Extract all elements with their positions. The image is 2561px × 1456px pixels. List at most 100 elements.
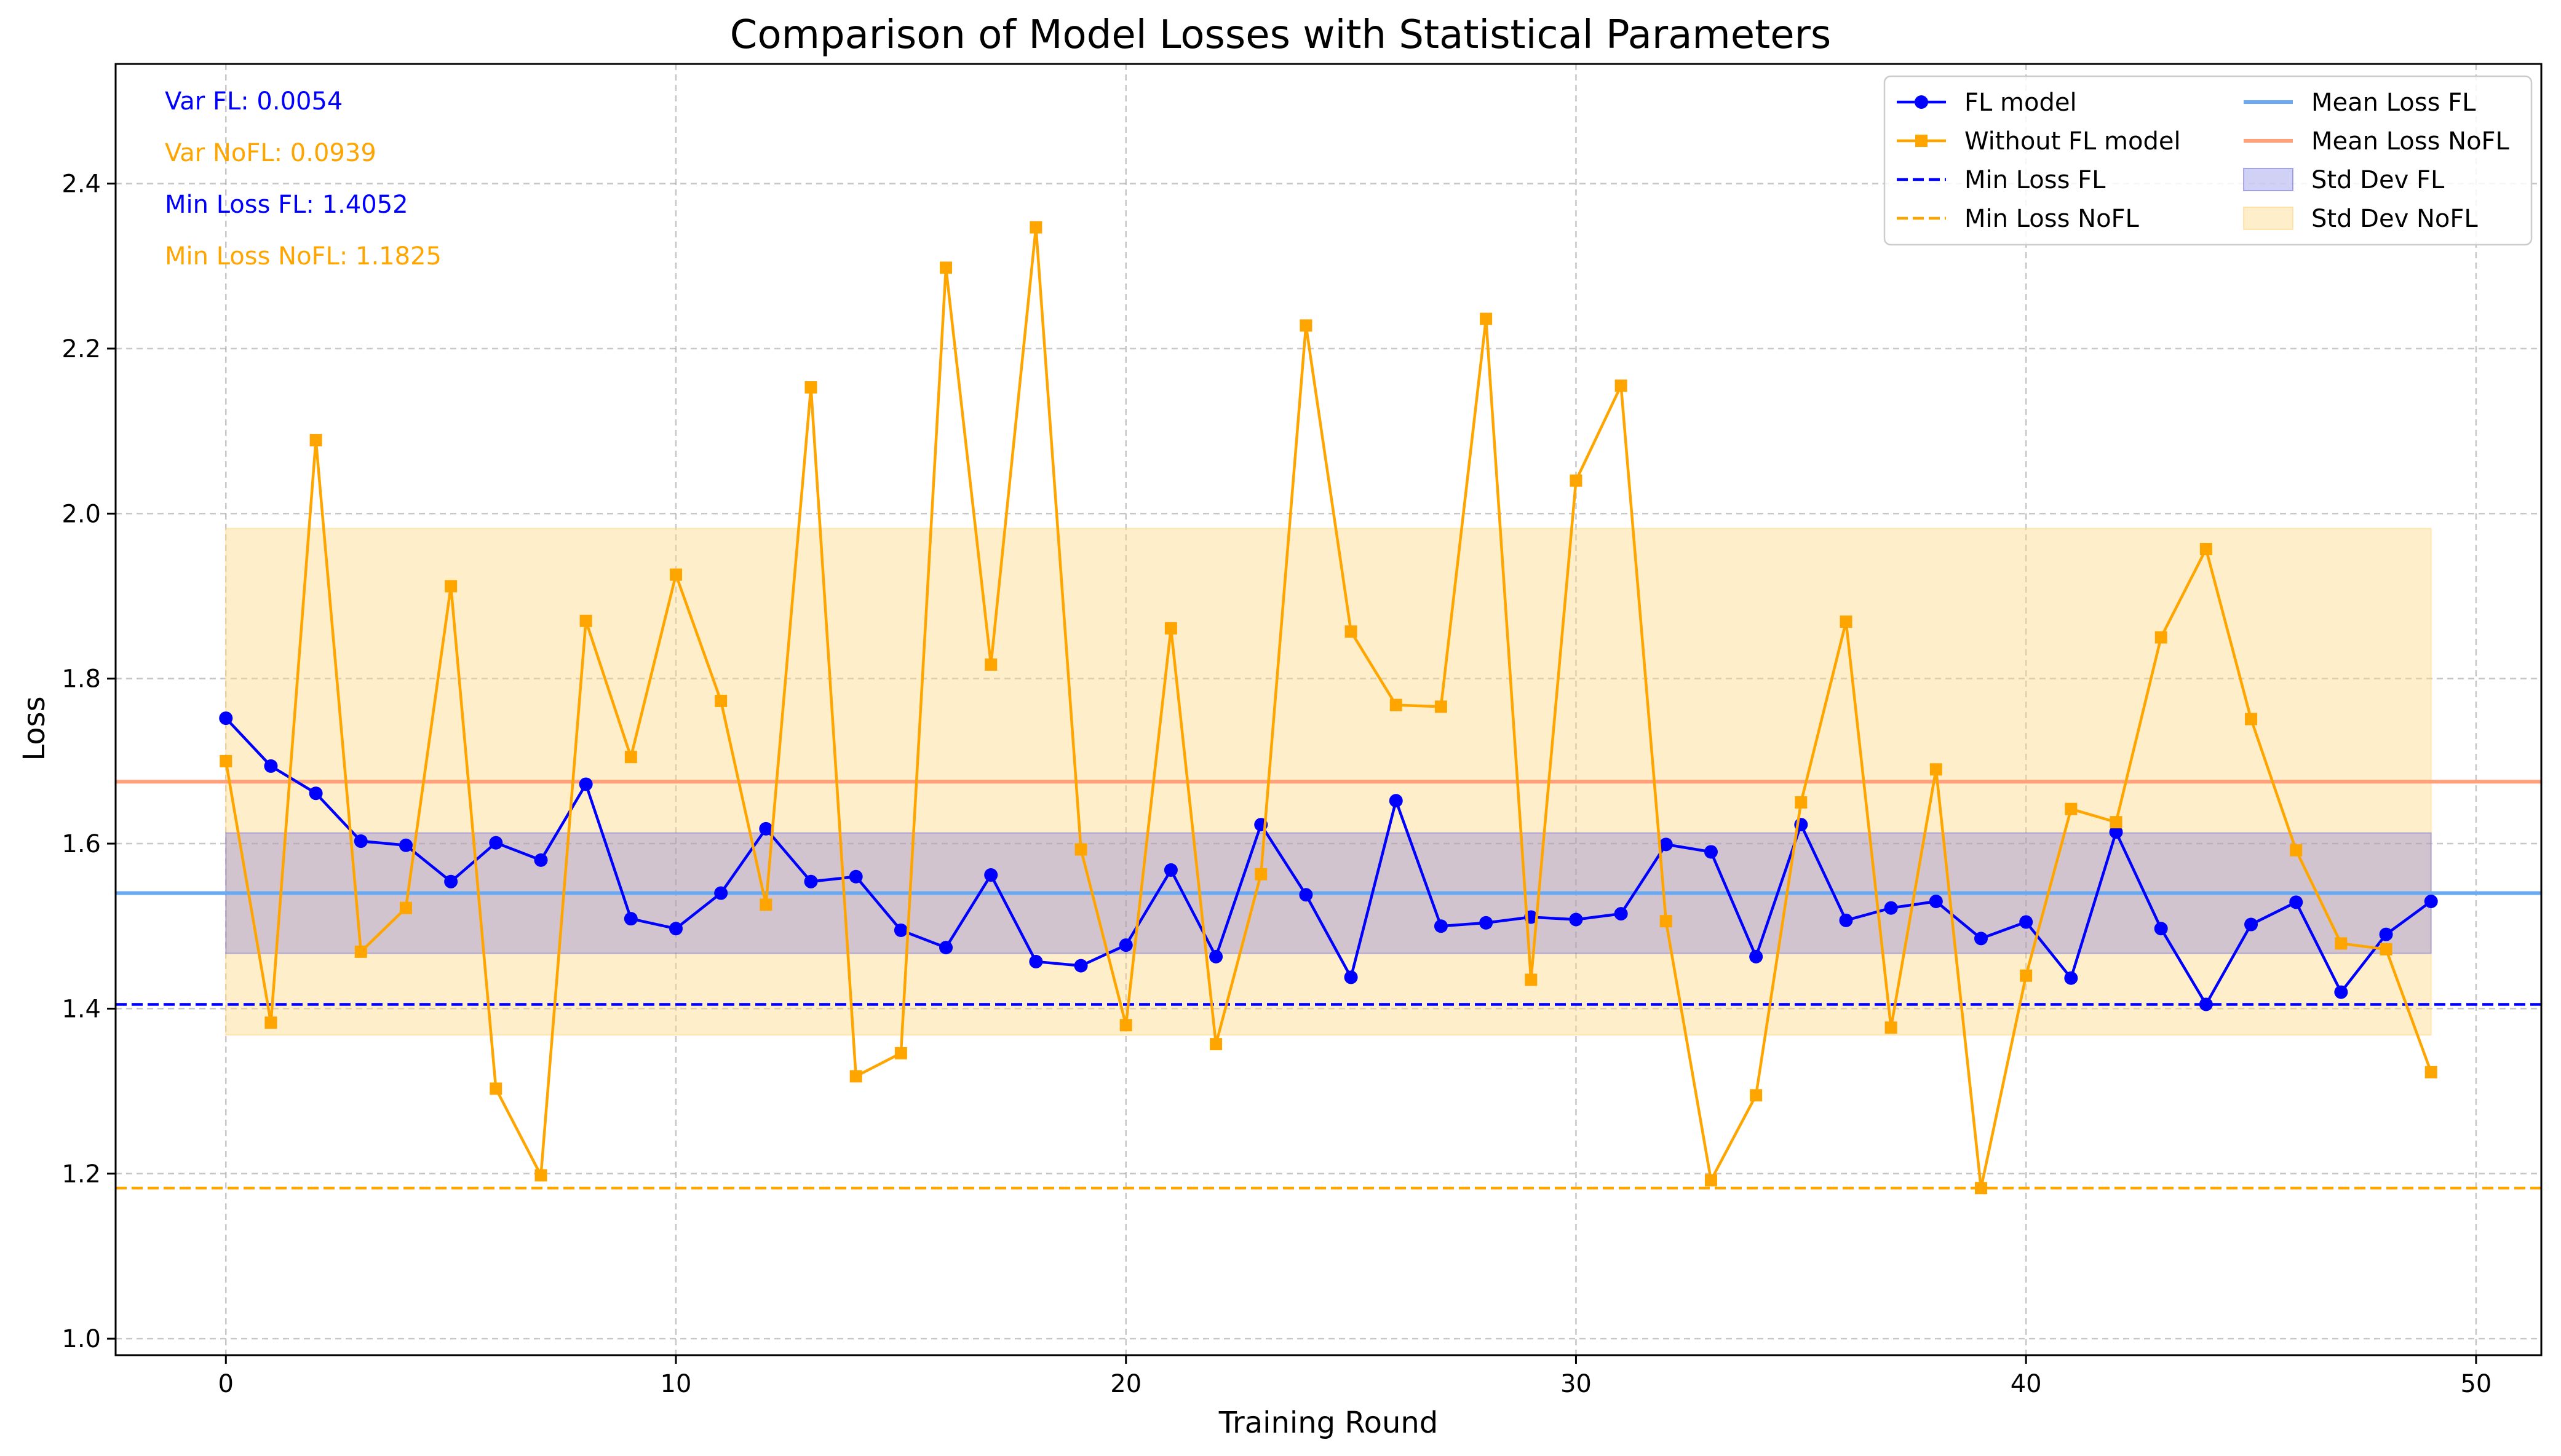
stat-annotation: Var NoFL: 0.0939	[165, 139, 376, 167]
y-tick-label: 1.4	[62, 995, 101, 1023]
series-fl-model-point	[2109, 825, 2123, 839]
legend-marker	[1915, 135, 1928, 147]
series-fl-model-point	[984, 868, 998, 882]
series-without-fl-model-point	[1119, 1019, 1132, 1032]
series-without-fl-model-point	[2335, 937, 2348, 950]
stat-annotation: Var FL: 0.0054	[165, 87, 343, 116]
series-fl-model-point	[849, 869, 863, 884]
series-without-fl-model-point	[849, 1070, 862, 1083]
series-without-fl-model-point	[2065, 802, 2078, 815]
series-without-fl-model-point	[1840, 615, 1852, 628]
series-fl-model-point	[1164, 863, 1178, 877]
chart-title: Comparison of Model Losses with Statisti…	[730, 12, 1832, 58]
series-fl-model-point	[1119, 938, 1133, 952]
y-tick-label: 1.2	[62, 1160, 101, 1189]
series-without-fl-model-point	[534, 1169, 547, 1182]
series-fl-model-point	[624, 912, 638, 926]
series-without-fl-model-point	[1704, 1174, 1717, 1187]
legend-item: Std Dev NoFL	[2243, 205, 2478, 233]
y-tick-label: 2.4	[62, 170, 101, 199]
series-without-fl-model-point	[715, 694, 728, 707]
series-without-fl-model-point	[1525, 973, 1538, 986]
series-without-fl-model-point	[1975, 1182, 1988, 1195]
series-fl-model-point	[579, 777, 593, 791]
series-fl-model-line	[224, 717, 2432, 1006]
series-fl-model-point	[264, 759, 278, 773]
grid	[116, 64, 2541, 1355]
legend-label: Mean Loss FL	[2311, 89, 2476, 117]
series-fl-model-point	[399, 838, 413, 852]
series-without-fl-model-point	[1074, 843, 1087, 856]
y-axis-label: Loss	[17, 696, 52, 761]
series-without-fl-model-point	[985, 658, 998, 671]
series-fl-model-point	[219, 711, 233, 726]
x-axis-label: Training Round	[1218, 1406, 1439, 1440]
y-tick-label: 1.8	[62, 665, 101, 694]
series-without-fl-model-point	[804, 381, 817, 394]
legend-item: Without FL model	[1897, 127, 2181, 156]
series-without-fl-model-point	[1164, 622, 1177, 635]
series-fl-model-point	[309, 786, 323, 801]
series-without-fl-model-point	[1570, 474, 1582, 487]
series-without-fl-model-point	[309, 433, 322, 446]
series-without-fl-model-point	[1300, 319, 1312, 332]
series-without-fl-model-point	[579, 614, 592, 627]
series-without-fl-model-point	[1750, 1089, 1763, 1102]
series-without-fl-model-point	[1030, 221, 1042, 234]
series-without-fl-model-point	[490, 1082, 502, 1095]
x-tick-label: 50	[2460, 1370, 2492, 1398]
series-fl-model-point	[1299, 888, 1313, 902]
y-tick-label: 1.0	[62, 1325, 101, 1353]
series-fl-model-point	[1614, 907, 1628, 921]
series-without-fl-model-point	[264, 1016, 277, 1029]
series-without-fl-model-point	[1210, 1038, 1223, 1051]
series-without-fl-model-point	[2154, 631, 2167, 644]
series-fl-model-point	[1659, 837, 1673, 852]
legend-label: Std Dev NoFL	[2311, 205, 2478, 233]
legend-item: Std Dev FL	[2243, 166, 2445, 194]
series-fl-model-point	[1569, 912, 1583, 927]
series-without-fl-model-point	[669, 568, 682, 581]
legend-label: Min Loss NoFL	[1964, 205, 2140, 233]
series-fl-model-point	[2379, 927, 2393, 941]
series-without-fl-model-point	[2245, 713, 2258, 726]
series-fl-model-point	[894, 923, 908, 937]
legend-item: Min Loss FL	[1897, 166, 2106, 194]
series-without-fl-model-point	[760, 898, 772, 911]
series-fl-model-point	[489, 836, 503, 850]
series-without-fl-model-point	[1929, 763, 1942, 776]
series-without-fl-model-point	[624, 751, 637, 764]
series-fl-model-point	[2019, 915, 2033, 929]
series-fl-model-point	[1884, 901, 1898, 915]
series-fl-model-point	[1209, 949, 1223, 963]
series-fl-model-point	[1344, 970, 1358, 984]
series-fl-model-point	[2064, 971, 2078, 985]
legend-label: Without FL model	[1964, 127, 2181, 156]
series-fl-model-point	[1074, 959, 1088, 973]
y-tick-label: 1.6	[62, 830, 101, 858]
series-fl-model-point	[1929, 894, 1943, 908]
series-without-fl-model-point	[2424, 1066, 2437, 1078]
legend-label: Min Loss FL	[1964, 166, 2106, 194]
legend-item: Mean Loss NoFL	[2244, 127, 2510, 156]
series-fl-model-point	[2289, 895, 2303, 909]
series-without-fl-model-point	[1659, 915, 1672, 928]
plot-content	[116, 221, 2541, 1195]
series-fl-model-point	[2424, 894, 2438, 908]
legend-item: FL model	[1897, 89, 2077, 117]
series-fl-model-point	[1974, 932, 1988, 946]
legend-item: Min Loss NoFL	[1897, 205, 2140, 233]
series-without-fl-model-point	[2020, 969, 2033, 982]
series-without-fl-model-point	[2380, 943, 2392, 956]
series-without-fl-model-point	[1480, 312, 1493, 325]
series-fl-model-point	[714, 886, 728, 900]
legend-label: FL model	[1964, 89, 2077, 117]
series-without-fl-model-point	[1614, 379, 1627, 392]
plot-area: 0 10 20 30 40 50 1.0 1.2 1.4 1.6 1.8 2.0 2.2 2.4 Var F…	[62, 63, 2543, 1398]
series-fl-model-point	[2199, 997, 2213, 1011]
series-fl-model-point	[804, 874, 818, 888]
series-without-fl-model-point	[940, 261, 953, 274]
series-without-fl-model-point	[1884, 1021, 1897, 1034]
series-without-fl-model-point	[1389, 698, 1402, 711]
